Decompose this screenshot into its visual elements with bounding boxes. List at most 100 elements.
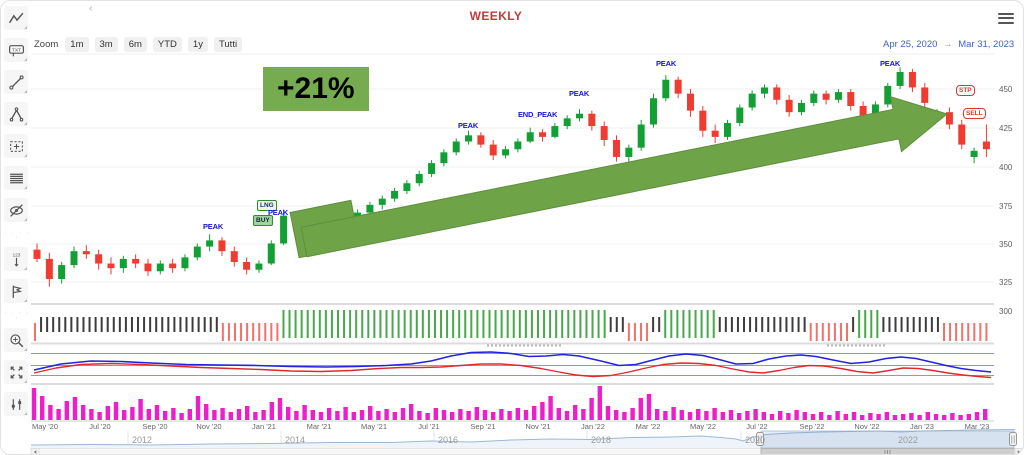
date-from[interactable]: Apr 25, 2020 xyxy=(883,39,938,50)
candle-body xyxy=(760,87,768,94)
trend-tick-black xyxy=(76,317,79,332)
indicator-settings-icon[interactable] xyxy=(4,392,28,416)
trend-tick-black xyxy=(40,317,43,332)
trend-tick-black xyxy=(118,317,121,332)
trend-tick-black xyxy=(173,317,176,332)
trend-tick-black xyxy=(912,317,915,332)
volume-bar xyxy=(794,410,799,420)
measure-tool-icon[interactable]: 123 xyxy=(4,247,28,271)
candle-body xyxy=(255,263,263,270)
candle-body xyxy=(489,144,497,156)
navigator-selected-range[interactable] xyxy=(760,430,1015,449)
collapse-chevron-icon[interactable]: ‹ xyxy=(89,3,93,14)
trend-tick-green xyxy=(318,310,321,338)
trend-tick-red xyxy=(821,323,824,341)
volume-bar xyxy=(810,414,816,420)
candle-body xyxy=(650,98,657,125)
volume-bar xyxy=(113,402,119,420)
trend-tick-black xyxy=(82,317,85,332)
volume-bar xyxy=(548,396,553,420)
volume-bar xyxy=(97,412,102,420)
menu-icon[interactable] xyxy=(998,10,1014,26)
trend-tick-red xyxy=(640,323,642,341)
candle-body xyxy=(625,147,633,157)
volume-bar xyxy=(786,413,791,420)
trend-tick-green xyxy=(361,310,364,338)
trend-tick-red xyxy=(961,323,964,341)
candle-body xyxy=(206,240,214,247)
range-button-3m[interactable]: 3m xyxy=(94,36,118,52)
trend-tick-red xyxy=(979,323,982,341)
candle-body xyxy=(280,215,288,244)
range-button-1m[interactable]: 1m xyxy=(65,36,89,52)
zoom-area-icon[interactable] xyxy=(4,328,28,352)
volume-bar xyxy=(351,412,356,420)
trend-tick-black xyxy=(749,317,752,332)
candle-body xyxy=(156,263,164,272)
volume-bar xyxy=(712,408,717,420)
trend-tick-green xyxy=(306,310,309,338)
candle-body xyxy=(958,124,966,145)
submenu-corner-icon xyxy=(24,412,27,415)
volume-bar xyxy=(646,394,652,420)
trend-tick-green xyxy=(573,310,576,338)
range-buttons: 1m 3m 6m YTD 1y Tutti xyxy=(65,36,248,52)
candle-body xyxy=(834,92,842,100)
trend-tick-green xyxy=(373,310,376,338)
candle-body xyxy=(378,198,386,205)
navigator-left-handle[interactable] xyxy=(756,432,764,446)
range-button-ytd[interactable]: YTD xyxy=(152,36,182,52)
volume-bar xyxy=(532,406,537,420)
volume-bar xyxy=(228,412,233,420)
candle-body xyxy=(748,93,756,108)
volume-bar xyxy=(409,404,414,420)
trend-tick-green xyxy=(700,310,703,338)
trend-tick-green xyxy=(870,310,873,338)
trend-tick-green xyxy=(591,310,594,338)
date-to[interactable]: Mar 31, 2023 xyxy=(958,39,1015,50)
volume-bar xyxy=(819,412,824,420)
candle-body xyxy=(576,113,584,119)
candle-body xyxy=(613,139,621,157)
volume-bar xyxy=(195,396,201,420)
svg-text:123: 123 xyxy=(12,252,20,257)
region-select-icon[interactable] xyxy=(4,134,28,158)
navigator-right-handle[interactable] xyxy=(1009,432,1017,446)
volume-bar xyxy=(745,411,750,420)
range-button-6m[interactable]: 6m xyxy=(123,36,147,52)
volume-bar xyxy=(179,413,184,420)
trend-tick-black xyxy=(615,317,618,332)
volume-bar xyxy=(368,406,373,420)
text-annotation-icon[interactable]: TXT xyxy=(4,38,28,62)
volume-bar xyxy=(212,410,217,420)
volume-bar xyxy=(163,411,168,420)
flag-marker-icon[interactable] xyxy=(4,279,28,303)
candle-body xyxy=(193,246,201,258)
volume-bar xyxy=(425,413,430,420)
submenu-corner-icon xyxy=(24,122,27,125)
candle-body xyxy=(465,135,473,142)
candle-body xyxy=(243,261,251,270)
hide-annotations-icon[interactable] xyxy=(4,198,28,222)
volume-bar xyxy=(64,401,69,420)
candle-body xyxy=(391,190,399,199)
oscillator-main-line xyxy=(33,351,992,373)
pitchfork-tool-icon[interactable] xyxy=(4,102,28,126)
submenu-corner-icon xyxy=(24,299,27,302)
volume-bar xyxy=(876,414,881,420)
trend-indicator-icon[interactable] xyxy=(4,6,28,30)
grid-lines-tool-icon[interactable] xyxy=(4,166,28,190)
trend-tick-black xyxy=(900,317,903,332)
volume-bar xyxy=(236,409,242,420)
volume-bar xyxy=(983,409,988,420)
toolbar-separator: · · · · · xyxy=(4,310,30,322)
volume-bar xyxy=(302,405,307,420)
candle-body xyxy=(70,251,78,266)
trend-tick-green xyxy=(670,310,673,338)
fullscreen-toggle-icon[interactable] xyxy=(4,360,28,384)
range-button-1y[interactable]: 1y xyxy=(187,36,208,52)
range-button-tutti[interactable]: Tutti xyxy=(213,36,243,52)
zoom-label: Zoom xyxy=(34,38,59,50)
trendline-tool-icon[interactable] xyxy=(4,70,28,94)
